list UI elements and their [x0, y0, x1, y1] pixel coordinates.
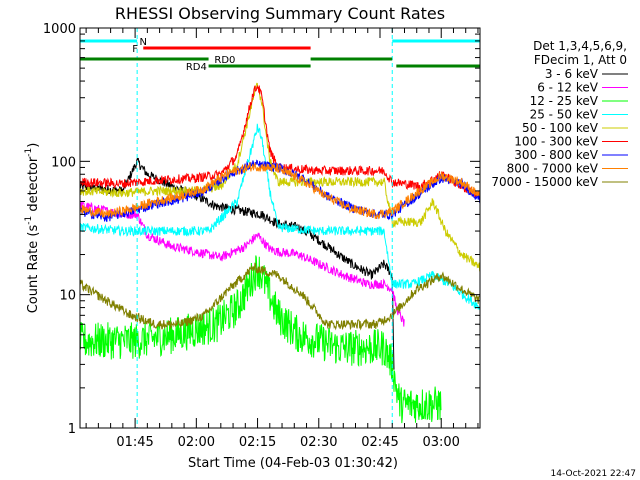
flag-label-rd4: RD4 — [186, 62, 207, 73]
flag-label-n: N — [140, 37, 147, 48]
y-axis-label-part3: ) — [26, 143, 41, 148]
legend-entry-label-7: 300 - 800 keV — [514, 148, 598, 162]
x-tick-label-5: 03:00 — [422, 435, 459, 450]
series-line-1 — [79, 157, 395, 370]
y-axis-label-part2: detector — [26, 156, 41, 216]
legend-header-line1: Det 1,3,4,5,6,9, — [533, 39, 627, 53]
x-tick-label-4: 02:45 — [361, 435, 398, 450]
render-timestamp: 14-Oct-2021 22:47 — [551, 469, 636, 479]
chart-title: RHESSI Observing Summary Count Rates — [115, 4, 445, 23]
y-axis-label-exp2: -1 — [24, 148, 34, 157]
legend-entry-label-8: 800 - 7000 keV — [507, 162, 599, 176]
legend-entry-label-4: 25 - 50 keV — [530, 108, 599, 122]
legend-entry-label-5: 50 - 100 keV — [522, 121, 599, 135]
x-axis-label: Start Time (04-Feb-03 01:30:42) — [188, 456, 398, 471]
y-tick-label-3: 1 — [68, 422, 76, 437]
x-tick-label-1: 02:00 — [178, 435, 215, 450]
series-line-9 — [79, 262, 480, 331]
x-tick-label-0: 01:45 — [116, 435, 153, 450]
legend-entry-label-2: 6 - 12 keV — [537, 81, 599, 95]
legend-header-line2: FDecim 1, Att 0 — [534, 53, 627, 67]
legend-entry-label-9: 7000 - 15000 keV — [491, 175, 598, 189]
x-tick-label-2: 02:15 — [239, 435, 276, 450]
legend-entry-label-6: 100 - 300 keV — [514, 135, 598, 149]
legend-entry-label-1: 3 - 6 keV — [545, 67, 599, 81]
plot-frame — [79, 27, 481, 429]
series-line-5 — [79, 82, 481, 272]
series-line-6 — [79, 84, 481, 198]
y-tick-label-2: 10 — [59, 289, 76, 304]
flag-label-f: F — [132, 44, 138, 55]
legend-entry-label-3: 12 - 25 keV — [530, 94, 599, 108]
x-tick-label-3: 02:30 — [300, 435, 337, 450]
y-axis-label-exp1: -1 — [24, 216, 34, 225]
flag-label-rd0: RD0 — [214, 55, 235, 66]
series-line-8 — [79, 161, 481, 220]
series-line-2 — [79, 201, 405, 327]
y-tick-label-0: 1000 — [43, 22, 76, 37]
y-axis-label-part1: Count Rate (s — [26, 225, 41, 314]
legend: Det 1,3,4,5,6,9, FDecim 1, Att 0 3 - 6 k… — [491, 39, 628, 189]
series-line-4 — [79, 123, 481, 311]
series-layer — [79, 82, 481, 424]
series-line-3 — [79, 255, 442, 424]
ticks-layer: 1000 100 10 1 01:45 02:00 02:15 02:30 02:45 03:00 — [43, 22, 480, 450]
series-line-7 — [79, 159, 481, 223]
y-axis-label: Count Rate (s-1 detector-1) — [24, 143, 41, 314]
y-tick-label-1: 100 — [51, 155, 76, 170]
